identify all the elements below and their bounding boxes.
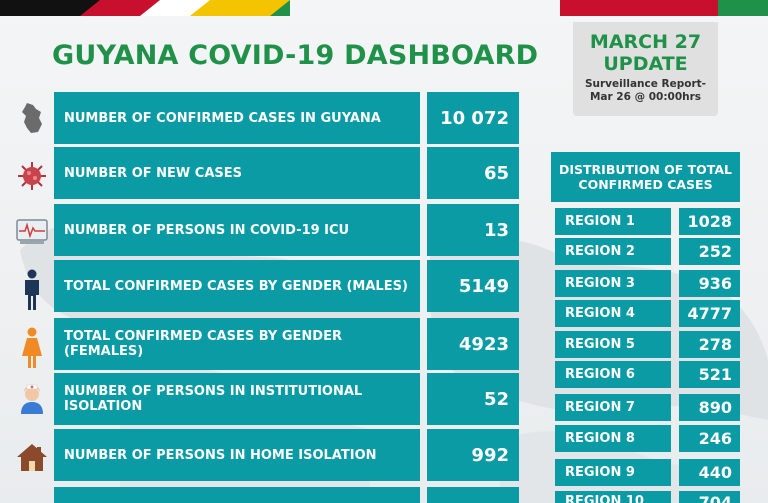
report-line-1: Surveillance Report- bbox=[584, 78, 707, 90]
region-value: 278 bbox=[679, 331, 740, 358]
region-label: REGION 4 bbox=[555, 300, 671, 327]
stat-value-females: 4923 bbox=[427, 318, 519, 370]
region-value: 252 bbox=[679, 238, 740, 265]
stat-value-confirmed-cases: 10 072 bbox=[427, 92, 519, 144]
icu-monitor-icon bbox=[14, 215, 50, 249]
distribution-header: DISTRIBUTION OF TOTAL CONFIRMED CASES bbox=[551, 152, 740, 202]
region-label: REGION 5 bbox=[555, 331, 671, 358]
region-value: 890 bbox=[679, 394, 740, 421]
region-label: REGION 8 bbox=[555, 425, 671, 452]
region-value: 1028 bbox=[679, 208, 740, 235]
region-label: REGION 10 bbox=[555, 491, 671, 503]
stat-value-institutional-isolation: 52 bbox=[427, 373, 519, 425]
stat-row-partial bbox=[54, 487, 420, 503]
guyana-flag-strip-right bbox=[560, 0, 768, 16]
distribution-header-line-2: CONFIRMED CASES bbox=[578, 177, 713, 192]
stat-label-institutional-isolation: NUMBER OF PERSONS IN INSTITUTIONAL ISOLA… bbox=[54, 373, 420, 425]
male-icon bbox=[14, 268, 50, 312]
stat-label-home-isolation: NUMBER OF PERSONS IN HOME ISOLATION bbox=[54, 429, 420, 481]
home-icon bbox=[14, 440, 50, 474]
stat-value-males: 5149 bbox=[427, 260, 519, 312]
page-title: GUYANA COVID-19 DASHBOARD bbox=[52, 40, 539, 71]
stat-label-icu: NUMBER OF PERSONS IN COVID-19 ICU bbox=[54, 204, 420, 256]
guyana-map-icon bbox=[14, 101, 50, 135]
region-value: 4777 bbox=[679, 300, 740, 327]
region-label: REGION 6 bbox=[555, 361, 671, 388]
report-line-2: Mar 26 @ 00:00hrs bbox=[589, 91, 702, 103]
guyana-flag-strip-left bbox=[0, 0, 290, 16]
region-value: 440 bbox=[679, 459, 740, 486]
stat-value-icu: 13 bbox=[427, 204, 519, 256]
region-value: 936 bbox=[679, 270, 740, 297]
distribution-header-line-1: DISTRIBUTION OF TOTAL bbox=[559, 162, 732, 177]
region-value: 704 bbox=[679, 491, 740, 503]
update-badge: MARCH 27 UPDATE Surveillance Report- Mar… bbox=[573, 22, 718, 116]
nurse-icon bbox=[14, 382, 50, 416]
region-label: REGION 3 bbox=[555, 270, 671, 297]
stat-value-new-cases: 65 bbox=[427, 147, 519, 199]
region-value: 246 bbox=[679, 425, 740, 452]
region-label: REGION 1 bbox=[555, 208, 671, 235]
female-icon bbox=[14, 326, 50, 370]
update-label: UPDATE bbox=[603, 53, 688, 75]
virus-icon bbox=[14, 159, 50, 193]
region-label: REGION 2 bbox=[555, 238, 671, 265]
stat-label-new-cases: NUMBER OF NEW CASES bbox=[54, 147, 420, 199]
stat-value-home-isolation: 992 bbox=[427, 429, 519, 481]
update-date: MARCH 27 bbox=[589, 31, 702, 53]
region-value: 521 bbox=[679, 361, 740, 388]
region-label: REGION 9 bbox=[555, 459, 671, 486]
stat-label-confirmed-cases: NUMBER OF CONFIRMED CASES IN GUYANA bbox=[54, 92, 420, 144]
stat-label-males: TOTAL CONFIRMED CASES BY GENDER (MALES) bbox=[54, 260, 420, 312]
stat-label-females: TOTAL CONFIRMED CASES BY GENDER (FEMALES… bbox=[54, 318, 420, 370]
region-label: REGION 7 bbox=[555, 394, 671, 421]
stat-value-partial bbox=[427, 487, 519, 503]
